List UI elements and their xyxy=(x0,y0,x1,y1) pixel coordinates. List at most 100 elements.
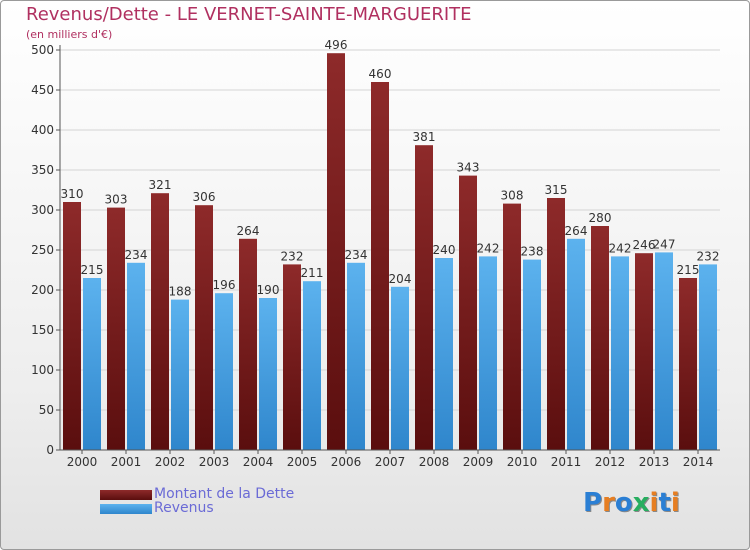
logo-letter: P xyxy=(583,488,603,518)
y-tick-label: 500 xyxy=(31,43,54,57)
x-tick-label: 2009 xyxy=(463,455,494,469)
logo-letter: i xyxy=(649,488,659,518)
proxiti-logo: Proxiti xyxy=(583,488,680,518)
y-tick-label: 450 xyxy=(31,83,54,97)
x-tick-label: 2014 xyxy=(683,455,714,469)
x-tick-label: 2010 xyxy=(507,455,538,469)
data-label: 204 xyxy=(389,272,412,286)
axes xyxy=(59,45,720,451)
data-label: 246 xyxy=(633,238,656,252)
chart-title: Revenus/Dette - LE VERNET-SAINTE-MARGUER… xyxy=(26,4,472,25)
bar-dette xyxy=(283,264,301,450)
data-label: 242 xyxy=(609,241,632,255)
logo-letter: i xyxy=(670,488,680,518)
data-label: 460 xyxy=(369,67,392,81)
x-tick-label: 2012 xyxy=(595,455,626,469)
bar-dette xyxy=(327,53,345,450)
bar-revenus xyxy=(83,278,101,450)
x-tick-label: 2013 xyxy=(639,455,670,469)
bar-revenus xyxy=(655,252,673,450)
x-tick-label: 2008 xyxy=(419,455,450,469)
data-label: 308 xyxy=(501,189,524,203)
data-label: 232 xyxy=(697,249,720,263)
bar-revenus xyxy=(259,298,277,450)
bar-dette xyxy=(195,205,213,450)
y-tick-label: 0 xyxy=(46,443,54,457)
bar-revenus xyxy=(391,286,409,450)
x-tick-label: 2004 xyxy=(243,455,274,469)
bar-revenus xyxy=(215,293,233,450)
bar-dette xyxy=(591,226,609,450)
bar-revenus xyxy=(347,262,365,450)
bar-dette xyxy=(503,203,521,450)
chart-subtitle: (en milliers d'€) xyxy=(26,28,113,41)
data-label: 240 xyxy=(433,243,456,257)
data-label: 190 xyxy=(257,283,280,297)
bar-revenus xyxy=(303,281,321,450)
bar-revenus xyxy=(171,299,189,450)
x-tick-label: 2005 xyxy=(287,455,318,469)
data-label: 264 xyxy=(237,224,260,238)
bar-revenus xyxy=(699,264,717,450)
data-label: 234 xyxy=(125,248,148,262)
data-label: 306 xyxy=(193,190,216,204)
bar-dette xyxy=(547,198,565,450)
data-label: 264 xyxy=(565,224,588,238)
bar-dette xyxy=(371,82,389,450)
bar-revenus xyxy=(127,262,145,450)
data-label: 215 xyxy=(677,263,700,277)
y-tick-label: 200 xyxy=(31,283,54,297)
y-tick-label: 100 xyxy=(31,363,54,377)
x-tick-label: 2007 xyxy=(375,455,406,469)
data-label: 247 xyxy=(653,237,676,251)
grid-lines xyxy=(60,49,720,411)
legend-item-dette: Montant de la Dette xyxy=(100,486,360,502)
y-tick-label: 300 xyxy=(31,203,54,217)
x-tick-label: 2002 xyxy=(155,455,186,469)
data-label: 496 xyxy=(325,38,348,52)
data-label: 234 xyxy=(345,248,368,262)
y-tick-label: 50 xyxy=(39,403,54,417)
legend-label-revenus: Revenus xyxy=(154,500,214,516)
bar-revenus xyxy=(435,258,453,450)
logo-letter: o xyxy=(614,488,633,518)
data-label: 310 xyxy=(61,187,84,201)
y-tick-label: 400 xyxy=(31,123,54,137)
bar-revenus xyxy=(479,256,497,450)
data-label: 242 xyxy=(477,241,500,255)
x-axis-ticks: 2000 2001 2002 2003 2004 2005 2006 2007 2008 2009… xyxy=(67,450,714,469)
y-axis-ticks: 0 50 100 150 200 250 300 350 400 450 500 xyxy=(31,43,60,457)
bar-dette xyxy=(459,175,477,450)
x-tick-label: 2003 xyxy=(199,455,230,469)
bar-revenus xyxy=(523,259,541,450)
x-tick-label: 2000 xyxy=(67,455,98,469)
data-label: 315 xyxy=(545,183,568,197)
bar-revenus xyxy=(567,238,585,450)
x-tick-label: 2011 xyxy=(551,455,582,469)
legend-swatch-revenus xyxy=(100,504,152,514)
bar-dette xyxy=(63,202,81,450)
data-label: 343 xyxy=(457,161,480,175)
x-tick-label: 2006 xyxy=(331,455,362,469)
data-label: 188 xyxy=(169,285,192,299)
data-label: 303 xyxy=(105,193,128,207)
logo-letter: x xyxy=(632,488,650,518)
y-tick-label: 150 xyxy=(31,323,54,337)
legend-swatch-dette xyxy=(100,490,152,500)
data-label: 238 xyxy=(521,245,544,259)
data-labels: 310 215 303 234 321 188 306 196 264 190 232 211 496 2… xyxy=(61,38,720,298)
logo-letter: t xyxy=(658,488,671,518)
bar-dette xyxy=(239,238,257,450)
y-tick-label: 350 xyxy=(31,163,54,177)
data-label: 196 xyxy=(213,278,236,292)
logo-letter: r xyxy=(602,488,615,518)
data-label: 321 xyxy=(149,178,172,192)
legend-item-revenus: Revenus xyxy=(100,500,360,516)
bars xyxy=(63,53,717,450)
bar-dette xyxy=(415,145,433,450)
bar-dette xyxy=(107,207,125,450)
bar-dette xyxy=(635,253,653,450)
data-label: 211 xyxy=(301,266,324,280)
y-tick-label: 250 xyxy=(31,243,54,257)
